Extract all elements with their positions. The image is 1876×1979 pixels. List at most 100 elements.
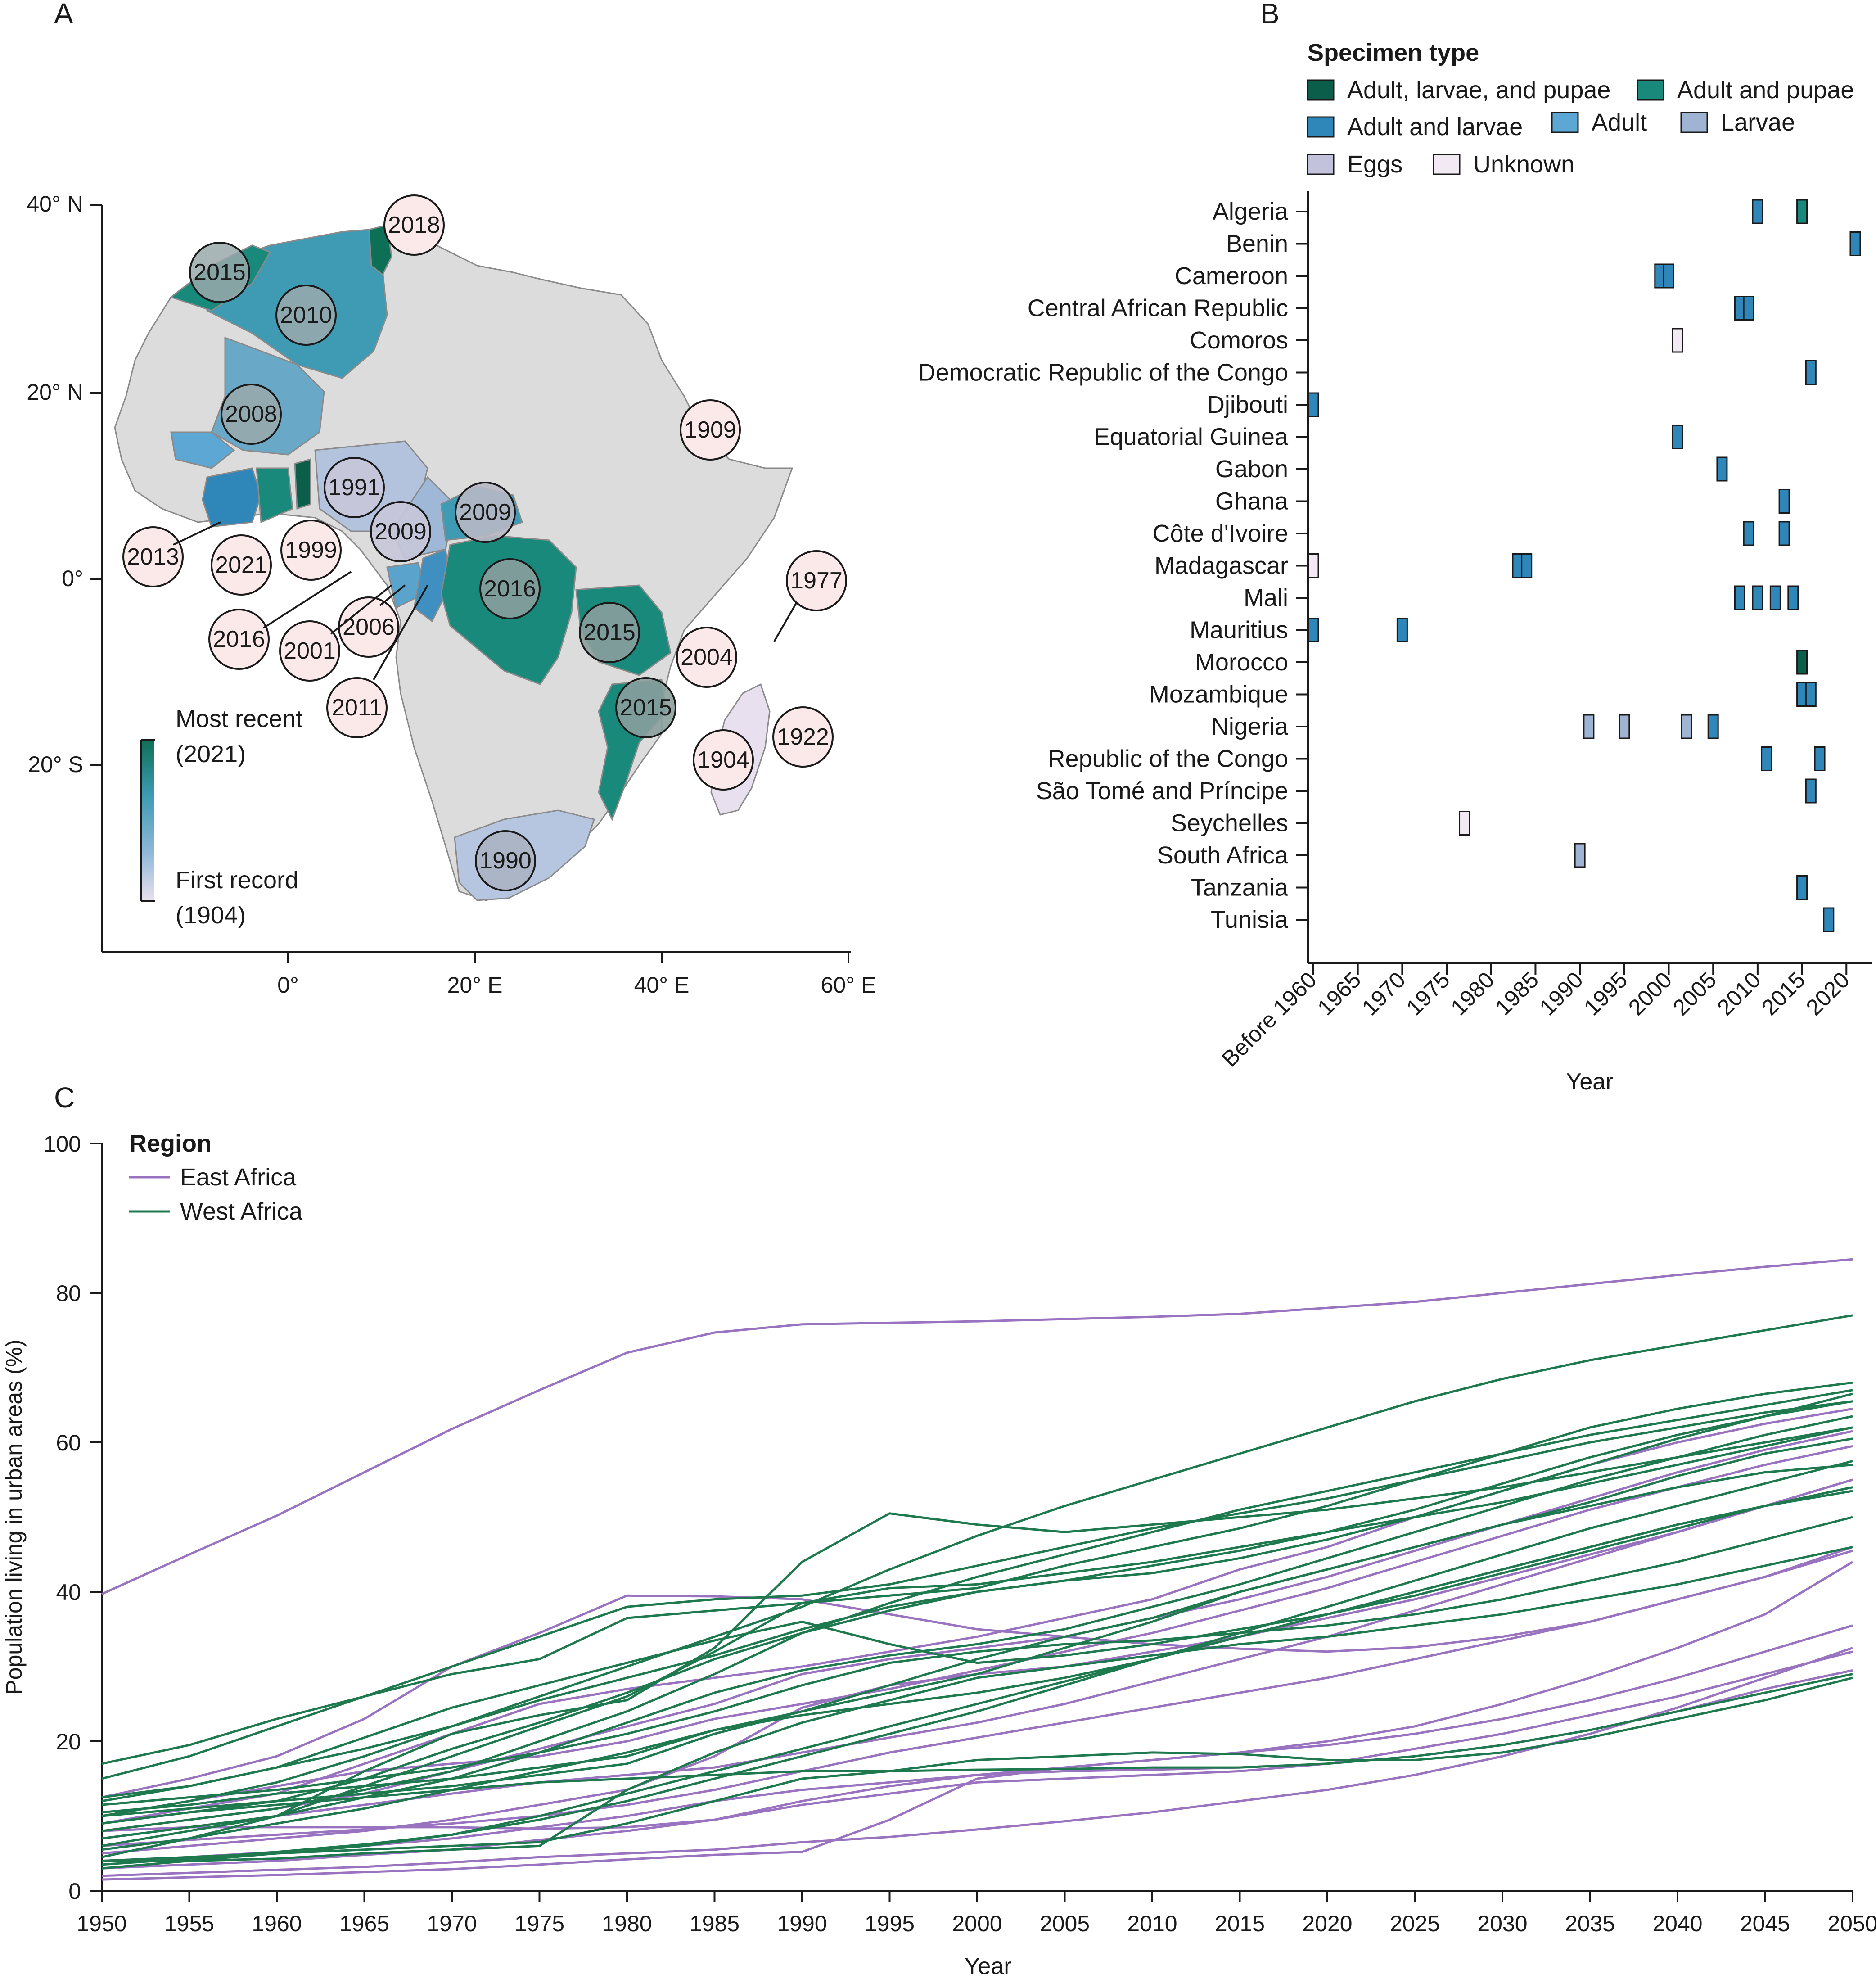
year-label: 1990 <box>479 848 532 874</box>
legend-c-label: West Africa <box>180 1198 303 1225</box>
line-x-tick: 2025 <box>1390 1911 1440 1936</box>
map-x-tick: 40° E <box>634 972 690 998</box>
timeline-record <box>1796 650 1808 675</box>
timeline-record <box>1521 553 1533 578</box>
year-label: 2010 <box>280 302 332 328</box>
map-x-tick: 60° E <box>821 972 876 998</box>
line-x-tick: 1980 <box>602 1911 652 1936</box>
timeline-record <box>1752 585 1763 610</box>
series-line <box>101 1430 1853 1832</box>
year-label: 2011 <box>332 695 382 721</box>
legend-b-label: Adult and larvae <box>1347 113 1523 140</box>
line-y-tick: 40 <box>56 1580 81 1605</box>
line-x-tick: 1960 <box>252 1911 302 1936</box>
legend-b-swatch <box>1307 154 1335 175</box>
year-label: 2013 <box>127 544 179 570</box>
series-line <box>102 1545 1853 1862</box>
timeline-record <box>1308 553 1319 578</box>
timeline-record <box>1619 714 1630 739</box>
panel-c-letter: C <box>54 1081 75 1114</box>
timeline-x-tick: Before 1960 <box>1217 967 1321 1071</box>
timeline-record <box>1681 714 1692 739</box>
country-label: South Africa <box>1157 842 1289 869</box>
timeline-record <box>1805 360 1817 385</box>
country-label: Morocco <box>1195 649 1288 676</box>
timeline-x-ticks: Before 196019651970197519801985199019952… <box>1217 963 1854 1071</box>
legend-b-label: Eggs <box>1347 151 1402 178</box>
year-label: 1999 <box>285 537 337 563</box>
country-label: Benin <box>1226 230 1288 258</box>
timeline-record <box>1459 811 1470 836</box>
map-y-tick: 20° S <box>28 752 83 777</box>
timeline-record <box>1743 296 1754 321</box>
leader-lines <box>173 521 798 680</box>
series-line <box>101 1426 1853 1858</box>
legend-b-title: Specimen type <box>1308 39 1479 66</box>
colorbar <box>141 740 154 901</box>
timeline-record <box>1663 263 1675 289</box>
year-label: 2016 <box>484 576 536 602</box>
colorbar-top-label-year: (2021) <box>176 741 246 768</box>
country-label: Republic of the Congo <box>1048 746 1288 773</box>
year-label: 2015 <box>583 619 636 646</box>
line-x-tick: 2015 <box>1215 1911 1265 1936</box>
series-line <box>101 1389 1853 1825</box>
timeline-x-tick: 2005 <box>1668 967 1721 1020</box>
legend-c: East Africa West Africa <box>129 1164 303 1225</box>
line-x-tick: 1970 <box>427 1911 477 1936</box>
map-y-tick: 40° N <box>27 191 83 217</box>
series-line <box>101 1624 1853 1881</box>
congo-shape <box>413 548 451 623</box>
timeline-x-tick: 2020 <box>1801 967 1854 1020</box>
timeline-x-tick: 2000 <box>1623 967 1677 1020</box>
line-x-tick: 1995 <box>865 1911 915 1936</box>
timeline-record <box>1778 489 1790 514</box>
timeline-record <box>1734 585 1745 610</box>
year-label: 1991 <box>328 474 380 501</box>
timeline-record <box>1769 585 1781 610</box>
timeline-record <box>1672 425 1683 449</box>
series-line <box>101 1400 1853 1780</box>
year-label: 2015 <box>194 259 246 285</box>
line-x-tick: 2005 <box>1040 1911 1090 1936</box>
series-line <box>101 1676 1853 1862</box>
map-x-tick: 20° E <box>447 972 503 998</box>
line-x-tick: 1990 <box>777 1911 827 1936</box>
series-line <box>101 1669 1853 1832</box>
line-x-tick: 2050 <box>1827 1911 1876 1936</box>
line-y-ticks: 0 20 40 60 80 100 <box>44 1131 102 1904</box>
country-label: Ghana <box>1215 488 1289 515</box>
timeline-record <box>1743 521 1754 546</box>
series-line <box>101 1647 1853 1877</box>
map-x-tick: 0° <box>277 972 299 998</box>
legend-c-label: East Africa <box>180 1164 297 1191</box>
line-x-label: Year <box>964 1953 1011 1979</box>
country-label: Seychelles <box>1171 810 1288 837</box>
series-line <box>101 1258 1853 1595</box>
line-y-tick: 60 <box>56 1430 81 1455</box>
year-label: 2009 <box>459 499 511 525</box>
series-line <box>101 1486 1853 1870</box>
year-label: 2021 <box>215 552 267 578</box>
series-line <box>101 1478 1853 1840</box>
line-y-label: Population living in urban areas (%) <box>1 1339 27 1694</box>
country-label: Algeria <box>1213 198 1289 225</box>
timeline-rows: Algeria Benin Cameroon Central African Repu… <box>918 198 1308 933</box>
timeline-x-tick: 1965 <box>1312 967 1366 1020</box>
year-label: 1904 <box>697 747 749 773</box>
country-label: Central African Republic <box>1028 295 1288 322</box>
line-x-ticks: 1950 1955 1960 1965 1970 1975 1980 1985 1990 1995… <box>77 1891 1876 1936</box>
timeline-record <box>1849 231 1861 256</box>
country-label: Nigeria <box>1211 713 1289 740</box>
legend-b: Adult, larvae, and pupae Adult and pupae A… <box>1307 77 1854 178</box>
year-label: 1977 <box>790 568 843 594</box>
series-line <box>101 1381 1853 1765</box>
country-label: Democratic Republic of the Congo <box>918 359 1288 386</box>
timeline-record <box>1707 714 1719 739</box>
colorbar-top-label: Most recent <box>176 705 302 732</box>
country-label: Madagascar <box>1154 552 1288 579</box>
timeline-marks <box>1308 199 1861 932</box>
timeline-record <box>1787 585 1799 610</box>
